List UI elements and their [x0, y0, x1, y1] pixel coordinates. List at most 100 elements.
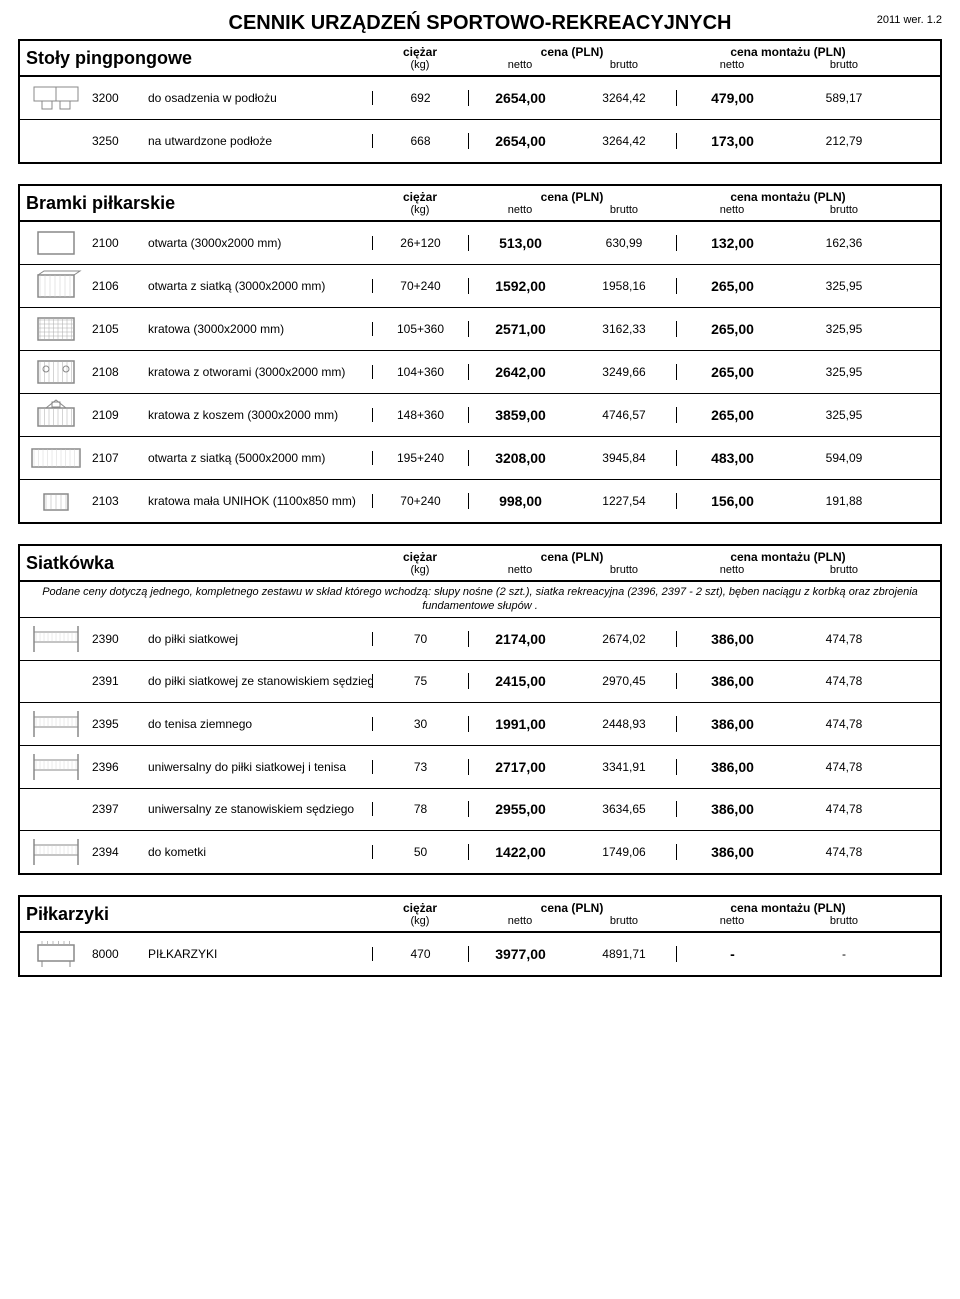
install-netto: 386,00 [676, 631, 788, 647]
product-icon [20, 222, 92, 264]
product-code: 2109 [92, 408, 148, 422]
header-weight: ciężar (kg) [372, 550, 468, 576]
product-code: 2103 [92, 494, 148, 508]
table-row: 2394 do kometki 50 1422,00 1749,06 386,0… [20, 831, 940, 873]
price-brutto: 4746,57 [572, 408, 676, 422]
product-code: 2105 [92, 322, 148, 336]
price-brutto: 3249,66 [572, 365, 676, 379]
section-title: Siatkówka [20, 551, 372, 576]
weight-value: 668 [372, 134, 468, 148]
price-netto: 513,00 [468, 235, 572, 251]
header-install: cena montażu (PLN) nettobrutto [676, 190, 900, 216]
product-icon [20, 308, 92, 350]
title-text: CENNIK URZĄDZEŃ SPORTOWO-REKREACYJNYCH [229, 12, 732, 34]
table-row: 2390 do piłki siatkowej 70 2174,00 2674,… [20, 618, 940, 661]
install-netto: 265,00 [676, 321, 788, 337]
price-brutto: 2970,45 [572, 674, 676, 688]
product-icon [20, 831, 92, 873]
price-brutto: 630,99 [572, 236, 676, 250]
section-title: Piłkarzyki [20, 902, 372, 927]
page-title: CENNIK URZĄDZEŃ SPORTOWO-REKREACYJNYCH 2… [18, 12, 942, 35]
product-name: kratowa z otworami (3000x2000 mm) [148, 365, 372, 379]
product-name: PIŁKARZYKI [148, 947, 372, 961]
install-netto: 483,00 [676, 450, 788, 466]
price-brutto: 1227,54 [572, 494, 676, 508]
install-netto: 265,00 [676, 278, 788, 294]
install-netto: 265,00 [676, 407, 788, 423]
weight-value: 195+240 [372, 451, 468, 465]
weight-value: 75 [372, 674, 468, 688]
install-netto: 386,00 [676, 801, 788, 817]
weight-value: 148+360 [372, 408, 468, 422]
price-netto: 2654,00 [468, 133, 572, 149]
price-netto: 1592,00 [468, 278, 572, 294]
product-icon [20, 137, 92, 145]
header-weight: ciężar (kg) [372, 45, 468, 71]
product-icon [20, 480, 92, 522]
table-row: 2107 otwarta z siatką (5000x2000 mm) 195… [20, 437, 940, 480]
install-netto: 386,00 [676, 759, 788, 775]
weight-value: 26+120 [372, 236, 468, 250]
price-netto: 1422,00 [468, 844, 572, 860]
header-weight: ciężar (kg) [372, 190, 468, 216]
install-netto: 173,00 [676, 133, 788, 149]
product-code: 2390 [92, 632, 148, 646]
price-brutto: 3162,33 [572, 322, 676, 336]
product-icon [20, 77, 92, 119]
install-netto: 265,00 [676, 364, 788, 380]
section-siatkowka: Siatkówka ciężar (kg) cena (PLN) nettobr… [18, 544, 942, 875]
table-row: 2100 otwarta (3000x2000 mm) 26+120 513,0… [20, 222, 940, 265]
product-icon [20, 437, 92, 479]
product-name: otwarta (3000x2000 mm) [148, 236, 372, 250]
product-code: 8000 [92, 947, 148, 961]
weight-value: 78 [372, 802, 468, 816]
price-netto: 2174,00 [468, 631, 572, 647]
product-code: 3200 [92, 91, 148, 105]
section-pilkarzyki: Piłkarzyki ciężar (kg) cena (PLN) nettob… [18, 895, 942, 977]
product-name: uniwersalny do piłki siatkowej i tenisa [148, 760, 372, 774]
weight-value: 70+240 [372, 279, 468, 293]
section-header: Stoły pingpongowe ciężar (kg) cena (PLN)… [20, 41, 940, 77]
install-netto: 132,00 [676, 235, 788, 251]
install-brutto: 474,78 [788, 802, 900, 816]
product-name: otwarta z siatką (5000x2000 mm) [148, 451, 372, 465]
install-brutto: - [788, 947, 900, 961]
product-name: do tenisa ziemnego [148, 717, 372, 731]
price-brutto: 2448,93 [572, 717, 676, 731]
price-netto: 998,00 [468, 493, 572, 509]
version-text: 2011 wer. 1.2 [877, 14, 942, 26]
weight-value: 692 [372, 91, 468, 105]
weight-value: 470 [372, 947, 468, 961]
install-brutto: 589,17 [788, 91, 900, 105]
header-weight: ciężar (kg) [372, 901, 468, 927]
install-netto: - [676, 946, 788, 962]
product-name: do osadzenia w podłożu [148, 91, 372, 105]
product-name: otwarta z siatką (3000x2000 mm) [148, 279, 372, 293]
price-netto: 3859,00 [468, 407, 572, 423]
product-code: 2394 [92, 845, 148, 859]
product-name: kratowa z koszem (3000x2000 mm) [148, 408, 372, 422]
price-netto: 2955,00 [468, 801, 572, 817]
weight-value: 73 [372, 760, 468, 774]
header-install: cena montażu (PLN) nettobrutto [676, 45, 900, 71]
install-brutto: 212,79 [788, 134, 900, 148]
install-brutto: 325,95 [788, 279, 900, 293]
install-brutto: 325,95 [788, 322, 900, 336]
section-note: Podane ceny dotyczą jednego, kompletnego… [20, 582, 940, 618]
product-code: 2397 [92, 802, 148, 816]
header-install: cena montażu (PLN) nettobrutto [676, 901, 900, 927]
install-brutto: 325,95 [788, 408, 900, 422]
product-code: 2395 [92, 717, 148, 731]
product-name: do piłki siatkowej ze stanowiskiem sędzi… [148, 674, 372, 688]
section-title: Stoły pingpongowe [20, 46, 372, 71]
install-brutto: 191,88 [788, 494, 900, 508]
header-price: cena (PLN) nettobrutto [468, 550, 676, 576]
install-brutto: 162,36 [788, 236, 900, 250]
product-icon [20, 677, 92, 685]
header-price: cena (PLN) nettobrutto [468, 901, 676, 927]
table-row: 3200 do osadzenia w podłożu 692 2654,00 … [20, 77, 940, 120]
table-row: 2108 kratowa z otworami (3000x2000 mm) 1… [20, 351, 940, 394]
section-pingpong: Stoły pingpongowe ciężar (kg) cena (PLN)… [18, 39, 942, 164]
install-netto: 479,00 [676, 90, 788, 106]
install-brutto: 474,78 [788, 845, 900, 859]
